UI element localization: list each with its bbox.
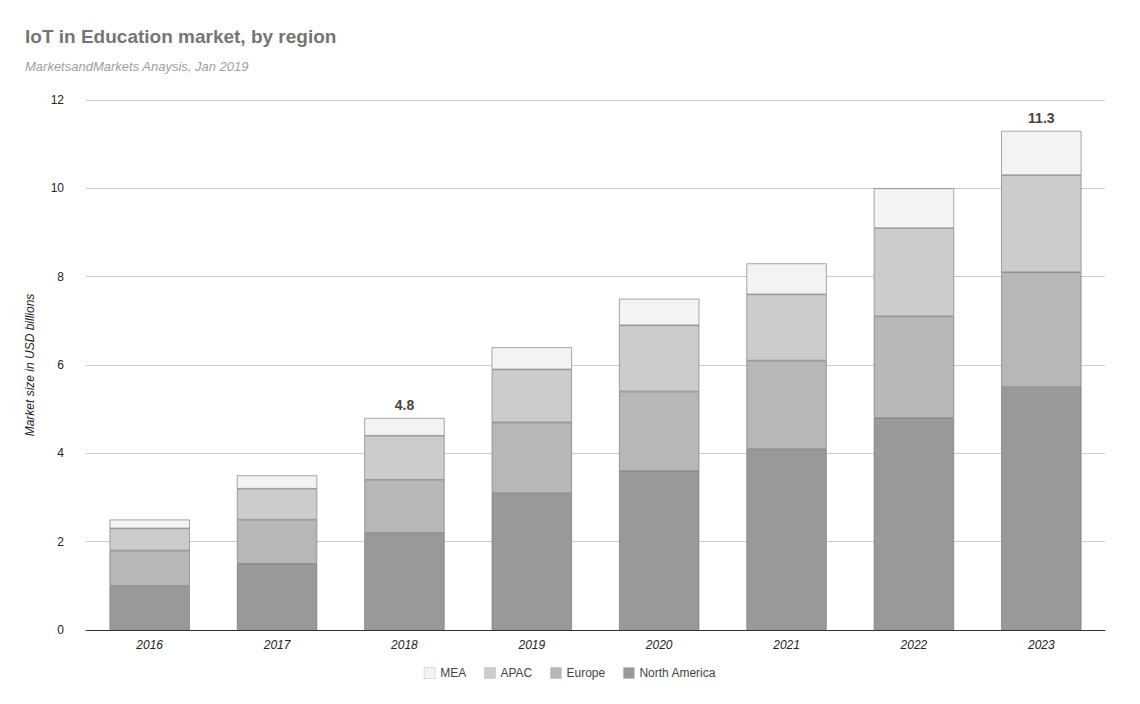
svg-text:2023: 2023 xyxy=(1027,638,1055,652)
svg-text:2020: 2020 xyxy=(645,638,673,652)
svg-text:0: 0 xyxy=(57,623,64,637)
svg-text:2018: 2018 xyxy=(390,638,418,652)
svg-text:MEA: MEA xyxy=(440,666,466,680)
svg-text:11.3: 11.3 xyxy=(1028,110,1055,126)
svg-text:Europe: Europe xyxy=(566,666,605,680)
svg-text:2: 2 xyxy=(57,535,64,549)
svg-text:12: 12 xyxy=(51,93,65,107)
svg-text:8: 8 xyxy=(57,270,64,284)
svg-text:4.8: 4.8 xyxy=(395,397,415,413)
svg-text:North America: North America xyxy=(639,666,715,680)
svg-text:2019: 2019 xyxy=(517,638,545,652)
svg-text:4: 4 xyxy=(57,446,64,460)
svg-text:2022: 2022 xyxy=(900,638,928,652)
svg-text:2017: 2017 xyxy=(263,638,292,652)
svg-text:2021: 2021 xyxy=(772,638,800,652)
svg-text:6: 6 xyxy=(57,358,64,372)
svg-text:APAC: APAC xyxy=(500,666,532,680)
svg-text:IoT in Education market, by re: IoT in Education market, by region xyxy=(25,26,336,47)
svg-text:MarketsandMarkets Anaysis, Jan: MarketsandMarkets Anaysis, Jan 2019 xyxy=(25,59,249,74)
svg-text:Market size in USD billions: Market size in USD billions xyxy=(23,294,37,437)
svg-text:2016: 2016 xyxy=(135,638,163,652)
svg-text:10: 10 xyxy=(51,181,65,195)
